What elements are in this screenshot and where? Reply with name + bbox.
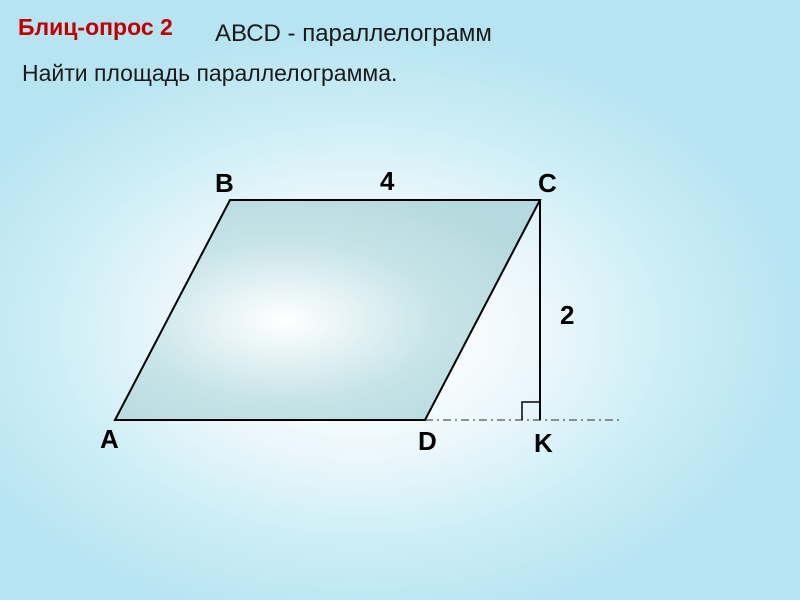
slide-container: Блиц-опрос 2 АВСD - параллелограмм Найти… — [0, 0, 800, 600]
label-height-CK: 2 — [560, 300, 574, 331]
label-K: K — [534, 428, 553, 459]
right-angle-mark — [522, 402, 540, 420]
label-B: В — [215, 168, 234, 199]
label-side-BC: 4 — [380, 166, 394, 197]
parallelogram-ABCD — [115, 200, 540, 420]
label-D: D — [418, 426, 437, 457]
label-A: А — [100, 424, 119, 455]
label-C: С — [538, 168, 557, 199]
geometry-diagram — [0, 0, 800, 600]
